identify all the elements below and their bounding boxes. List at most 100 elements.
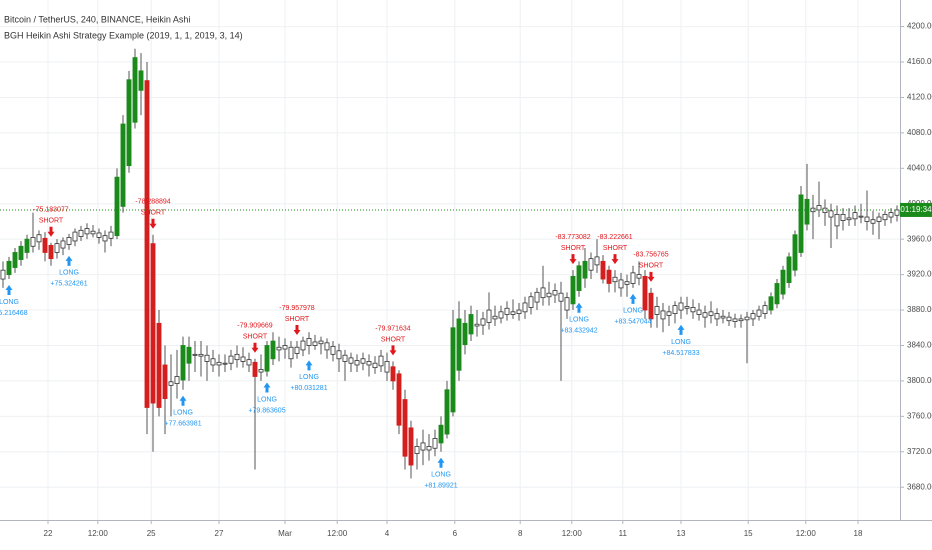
candle-body	[6, 260, 12, 276]
grid	[0, 0, 900, 520]
candle-body	[402, 399, 408, 457]
candle-body	[852, 212, 858, 220]
signal: LONG +83.432942	[560, 302, 598, 335]
candle-body	[786, 256, 792, 283]
candle-body	[420, 442, 426, 451]
candle-body	[804, 198, 810, 225]
candle-body	[468, 314, 474, 335]
long-arrow	[437, 457, 445, 468]
candle-body	[552, 290, 558, 296]
signal-kind: SHORT	[603, 245, 628, 252]
candle-body	[630, 272, 636, 284]
candle-body	[714, 313, 720, 320]
last-price-box	[900, 202, 932, 217]
candle-body	[564, 297, 570, 311]
candle-body	[798, 194, 804, 253]
candle-body	[834, 213, 840, 227]
signal-kind: LONG	[569, 317, 589, 324]
signal: LONG +81.89921	[424, 457, 458, 490]
y-tick-label: 3760.00	[907, 411, 932, 420]
candle-body	[456, 318, 462, 371]
y-tick-label: 3680.00	[907, 482, 932, 491]
candle-body	[432, 438, 438, 449]
candle-body	[60, 240, 66, 249]
candle-body	[540, 287, 546, 299]
candle-body	[828, 210, 834, 218]
candle-body	[888, 212, 894, 218]
signal-amount: +77.663981	[164, 421, 201, 428]
signal-amount: +75.324261	[50, 281, 87, 288]
candle-body	[396, 373, 402, 426]
long-arrow	[629, 293, 637, 304]
y-tick-label: 3720.00	[907, 447, 932, 456]
candle-body	[132, 57, 138, 123]
candle-body	[36, 234, 42, 243]
x-tick-label: Mar	[278, 529, 292, 538]
candle-body	[732, 318, 738, 322]
candle-body	[894, 209, 900, 216]
y-tick-label: 3880.00	[907, 305, 932, 314]
x-tick-label: 18	[854, 529, 863, 538]
candle-body	[762, 305, 768, 314]
candle-body	[252, 361, 258, 377]
candle-body	[222, 362, 228, 365]
signal: LONG +75.324261	[50, 255, 88, 288]
x-tick-label: 27	[215, 529, 224, 538]
candle-body	[738, 318, 744, 322]
x-tick-label: 12:00	[562, 529, 583, 538]
candle-body	[114, 176, 120, 237]
candle-body	[192, 353, 198, 356]
short-arrow	[47, 226, 55, 237]
candle-body	[198, 353, 204, 357]
candle-body	[294, 346, 300, 354]
candle-body	[558, 292, 564, 302]
x-tick-label: 22	[44, 529, 53, 538]
candle-body	[300, 340, 306, 351]
candle-body	[846, 217, 852, 221]
y-tick-label: 3800.00	[907, 376, 932, 385]
y-tick-label: 4160.00	[907, 57, 932, 66]
signal-amount: +84.517833	[662, 350, 699, 357]
x-tick-label: 25	[147, 529, 156, 538]
candle-body	[624, 281, 630, 285]
candle-body	[204, 354, 210, 362]
x-tick-label: 12:00	[88, 529, 109, 538]
candle-body	[588, 258, 594, 271]
signal-amount: +83.432942	[560, 328, 597, 335]
signal: LONG +79.863605	[248, 382, 286, 414]
candle-body	[306, 337, 312, 346]
candle-body	[360, 358, 366, 364]
signal-kind: LONG	[59, 270, 79, 277]
short-arrow	[293, 325, 301, 336]
candle-body	[354, 360, 360, 366]
candle-body	[450, 327, 456, 413]
signal: LONG +77.663981	[164, 395, 202, 428]
signal-amount: -79.957978	[279, 305, 315, 312]
candle-body	[384, 361, 390, 373]
chart-title: Bitcoin / TetherUS, 240, BINANCE, Heikin…	[4, 14, 190, 24]
signal-amount: -83.756765	[633, 252, 669, 259]
candle-body	[750, 313, 756, 320]
candle-body	[726, 316, 732, 322]
candle-body	[474, 323, 480, 327]
candle-body	[138, 70, 144, 91]
signal-kind: SHORT	[141, 210, 166, 217]
signal: LONG +80.031281	[290, 360, 328, 392]
signal-amount: +81.89921	[424, 483, 457, 490]
candle-body	[258, 369, 264, 373]
signal-kind: LONG	[299, 374, 319, 381]
candle-body	[690, 306, 696, 313]
candle-body	[18, 245, 24, 260]
candle-body	[78, 229, 84, 237]
candle-body	[282, 345, 288, 350]
signal-amount: +75.216468	[0, 310, 28, 317]
countdown: 01:19:34	[900, 205, 932, 214]
long-arrow	[677, 324, 685, 335]
y-tick-label: 3920.00	[907, 270, 932, 279]
x-tick-label: 12:00	[796, 529, 817, 538]
candle-body	[660, 310, 666, 320]
candle-body	[696, 309, 702, 315]
candle-body	[504, 307, 510, 315]
long-arrow	[65, 255, 73, 266]
candle-body	[858, 215, 864, 218]
